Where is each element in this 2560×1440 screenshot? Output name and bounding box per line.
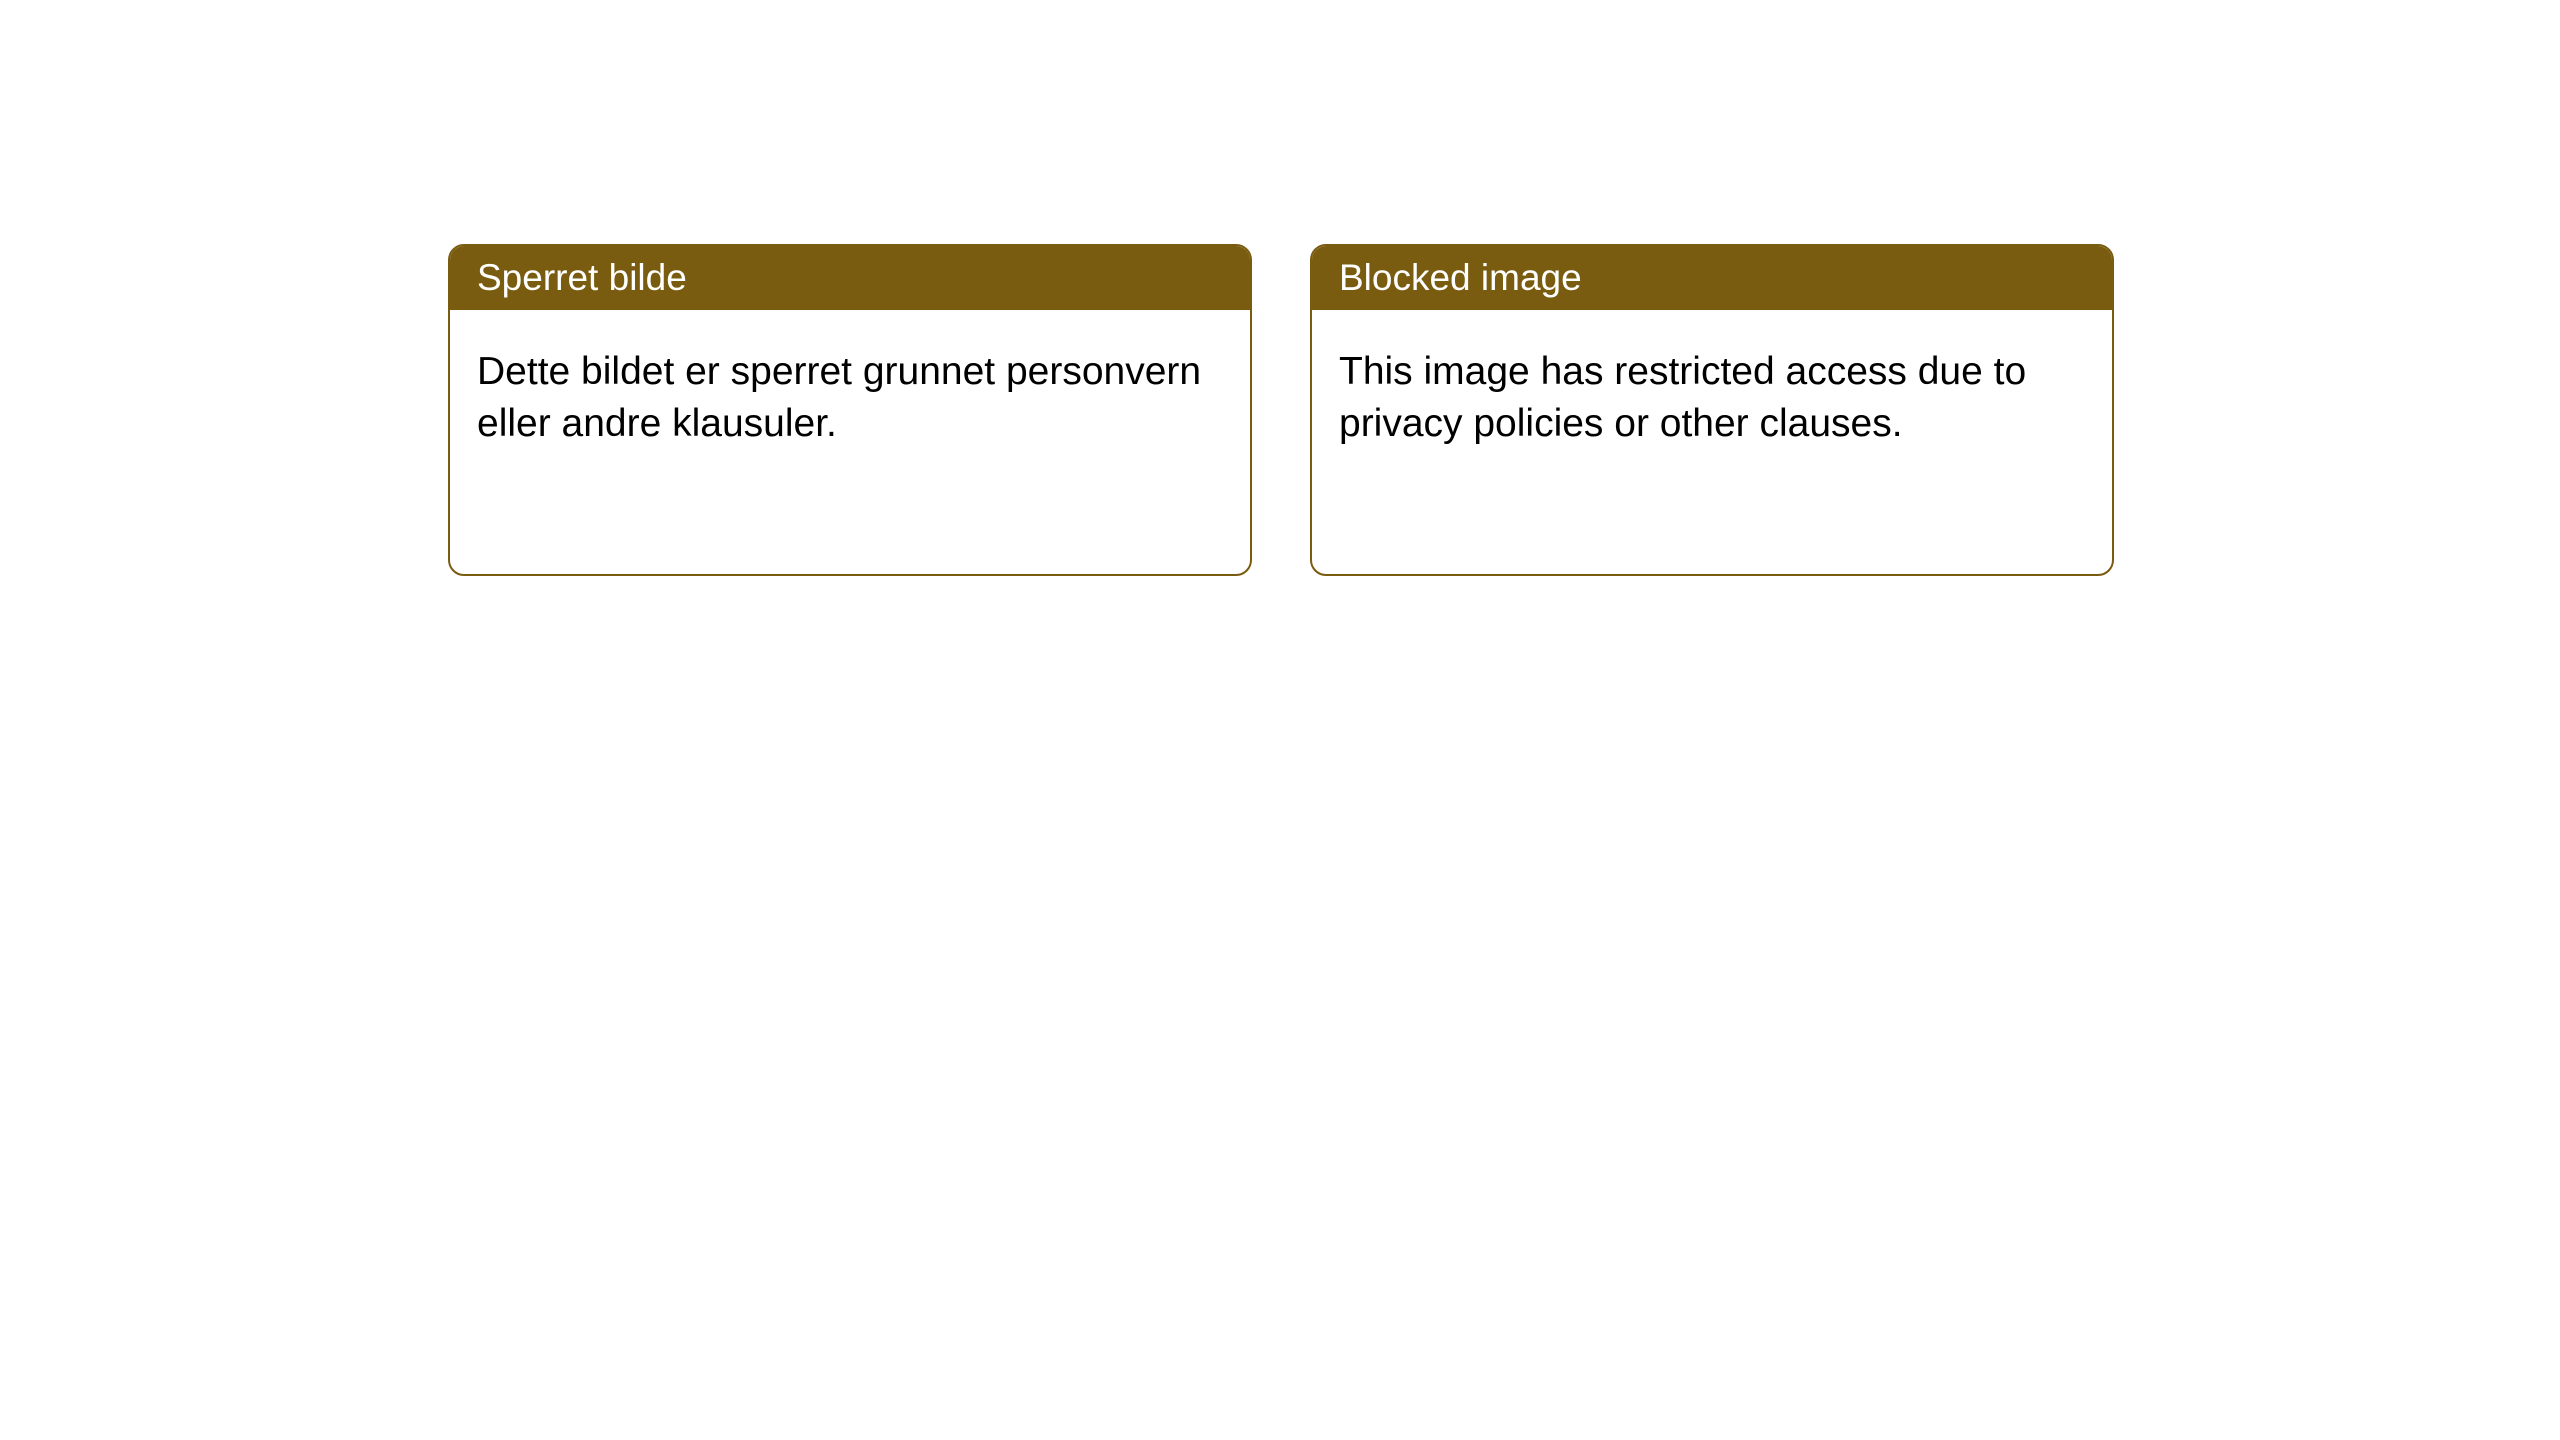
- card-header-english: Blocked image: [1312, 246, 2112, 310]
- card-message-norwegian: Dette bildet er sperret grunnet personve…: [477, 350, 1201, 445]
- card-english: Blocked image This image has restricted …: [1310, 244, 2114, 576]
- card-message-english: This image has restricted access due to …: [1339, 350, 2026, 445]
- card-header-norwegian: Sperret bilde: [450, 246, 1250, 310]
- card-body-norwegian: Dette bildet er sperret grunnet personve…: [450, 310, 1250, 486]
- card-norwegian: Sperret bilde Dette bildet er sperret gr…: [448, 244, 1252, 576]
- card-title-english: Blocked image: [1339, 257, 1582, 298]
- blocked-image-cards: Sperret bilde Dette bildet er sperret gr…: [448, 244, 2114, 576]
- card-title-norwegian: Sperret bilde: [477, 257, 687, 298]
- card-body-english: This image has restricted access due to …: [1312, 310, 2112, 486]
